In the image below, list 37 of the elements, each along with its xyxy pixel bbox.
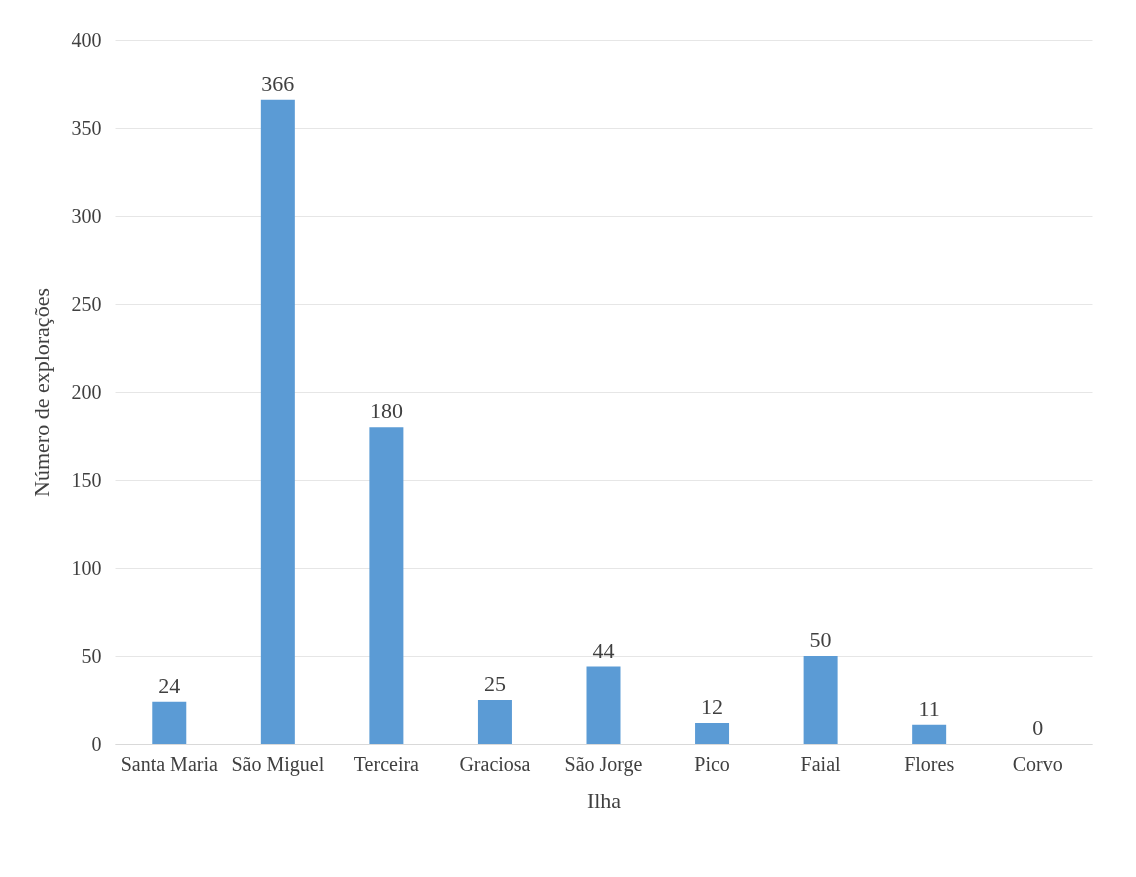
bar: [152, 701, 187, 744]
data-label: 0: [1032, 715, 1044, 740]
bar: [586, 666, 621, 744]
bar: [369, 427, 404, 744]
data-label: 366: [261, 70, 295, 96]
x-tick-label: Flores: [904, 752, 955, 775]
y-tick-label: 200: [71, 380, 102, 403]
y-tick-label: 350: [71, 116, 102, 139]
data-label: 25: [483, 671, 506, 696]
bar: [803, 656, 838, 744]
data-label: 180: [369, 398, 403, 424]
x-tick-label: Corvo: [1012, 752, 1063, 775]
x-tick-label: Pico: [694, 752, 730, 775]
data-label: 44: [592, 637, 615, 663]
bar: [695, 722, 730, 744]
x-tick-label: São Miguel: [231, 752, 325, 776]
y-tick-label: 250: [71, 292, 102, 315]
data-label: 12: [701, 693, 724, 719]
y-tick-label: 100: [71, 556, 102, 579]
x-tick-label: São Jorge: [564, 752, 643, 776]
y-tick-label: 400: [71, 28, 102, 51]
x-tick-label: Faial: [800, 752, 842, 775]
y-tick-label: 150: [71, 468, 102, 491]
y-tick-label: 0: [91, 732, 102, 755]
y-tick-label: 300: [71, 204, 102, 227]
x-tick-label: Graciosa: [459, 752, 531, 775]
bar: [912, 724, 947, 744]
data-label: 11: [918, 695, 940, 721]
x-tick-label: Terceira: [353, 752, 420, 775]
bar: [477, 700, 512, 744]
data-label: 24: [158, 672, 181, 698]
y-axis-title: Número de explorações: [28, 288, 54, 497]
x-axis-title: Ilha: [586, 787, 622, 813]
data-label: 50: [809, 627, 832, 652]
x-tick-label: Santa Maria: [120, 752, 218, 775]
y-tick-label: 50: [81, 644, 102, 667]
bar: [260, 99, 295, 744]
